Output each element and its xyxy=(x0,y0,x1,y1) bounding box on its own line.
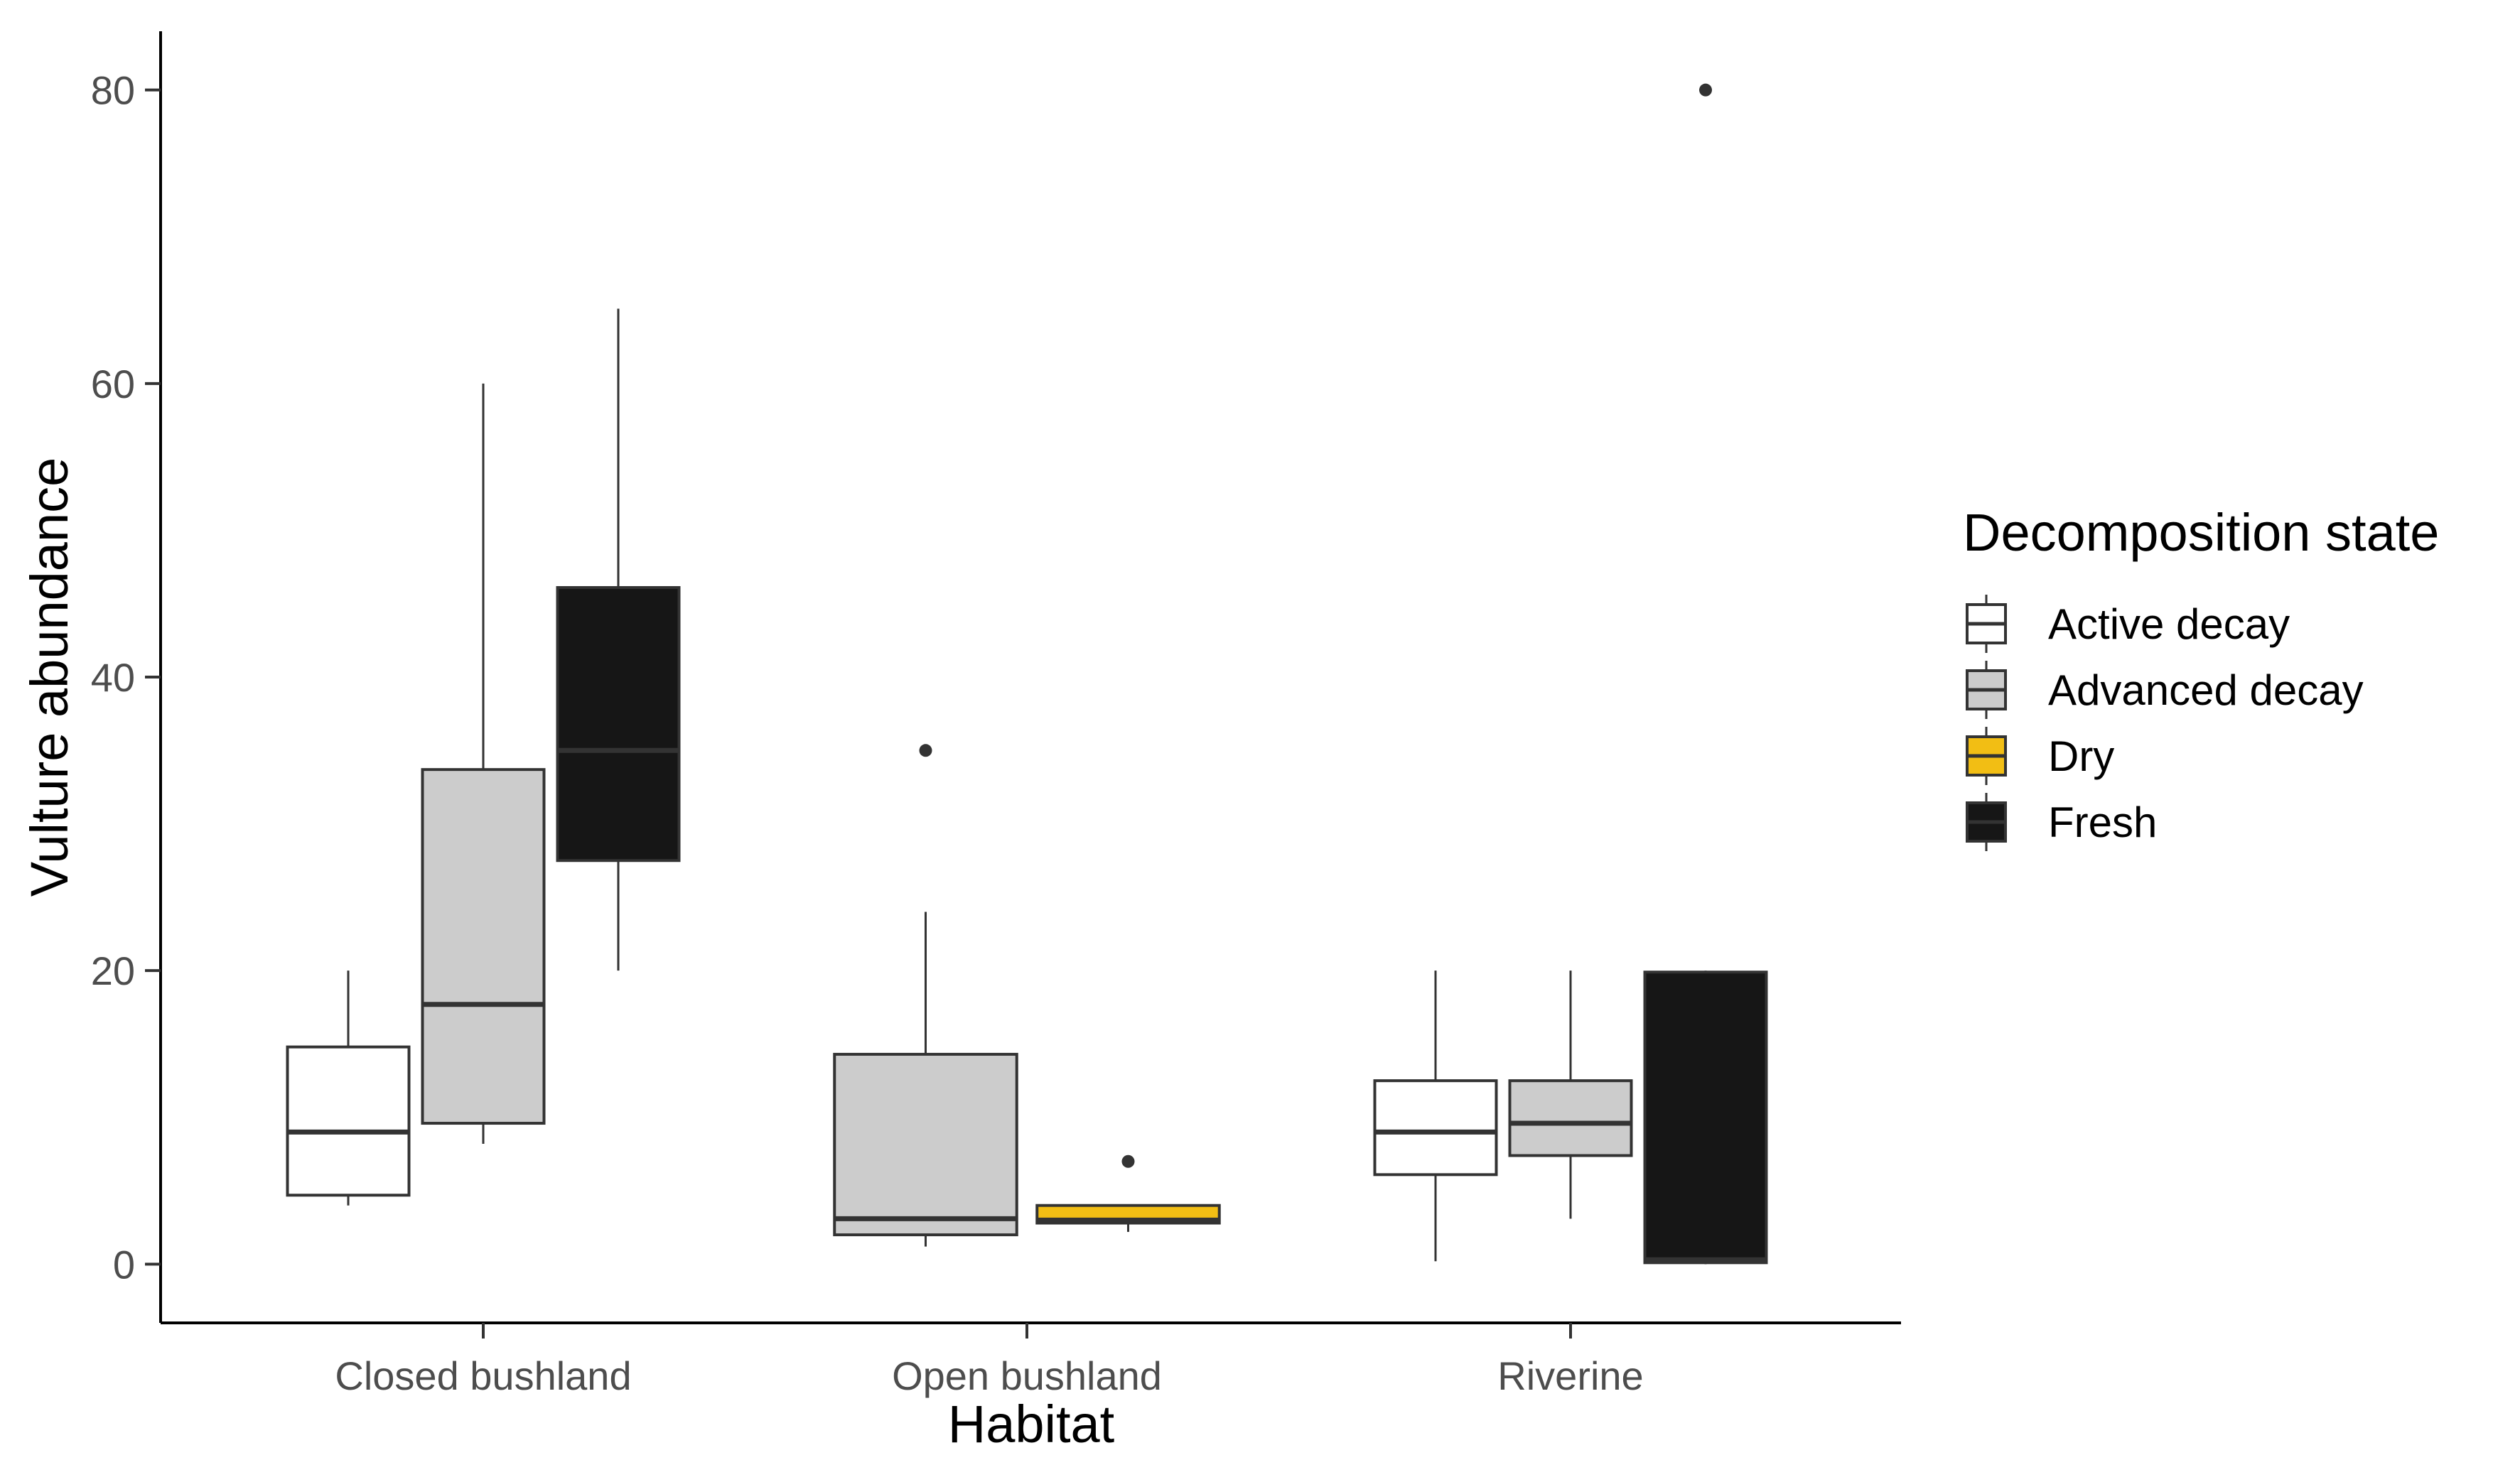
y-tick-label: 40 xyxy=(91,655,135,700)
outlier-point xyxy=(1699,83,1712,97)
box xyxy=(1373,1079,1498,1177)
y-tick-label: 60 xyxy=(91,362,135,406)
x-axis-title: Habitat xyxy=(948,1395,1115,1454)
box xyxy=(833,1052,1018,1237)
outlier-point xyxy=(1121,1155,1135,1168)
x-tick-label: Open bushland xyxy=(892,1353,1162,1398)
box xyxy=(1508,1079,1633,1157)
legend: Decomposition state Active decay Advanced… xyxy=(1963,503,2439,851)
y-axis-title: Vulture abundance xyxy=(20,458,79,897)
y-tick-label: 20 xyxy=(91,948,135,993)
outlier-point xyxy=(919,744,932,757)
box xyxy=(421,768,546,1125)
legend-label: Fresh xyxy=(2048,799,2157,846)
box xyxy=(1643,970,1768,1265)
legend-label: Advanced decay xyxy=(2048,666,2364,714)
x-tick-label: Riverine xyxy=(1497,1353,1643,1398)
legend-item: Fresh xyxy=(1966,793,2157,851)
legend-label: Dry xyxy=(2048,732,2114,780)
y-tick-label: 0 xyxy=(113,1242,135,1287)
legend-item: Advanced decay xyxy=(1966,661,2364,719)
box xyxy=(556,585,681,863)
axes: 0 20 40 60 80 Closed bushland Open bushland Riv… xyxy=(91,31,1901,1398)
legend-title: Decomposition state xyxy=(1963,503,2439,562)
y-tick-label: 80 xyxy=(91,68,135,113)
box xyxy=(286,1045,411,1197)
legend-label: Active decay xyxy=(2048,600,2290,648)
legend-item: Active decay xyxy=(1966,595,2290,653)
legend-item: Dry xyxy=(1966,727,2114,785)
x-tick-label: Closed bushland xyxy=(335,1353,631,1398)
plot-panel xyxy=(286,83,1768,1265)
